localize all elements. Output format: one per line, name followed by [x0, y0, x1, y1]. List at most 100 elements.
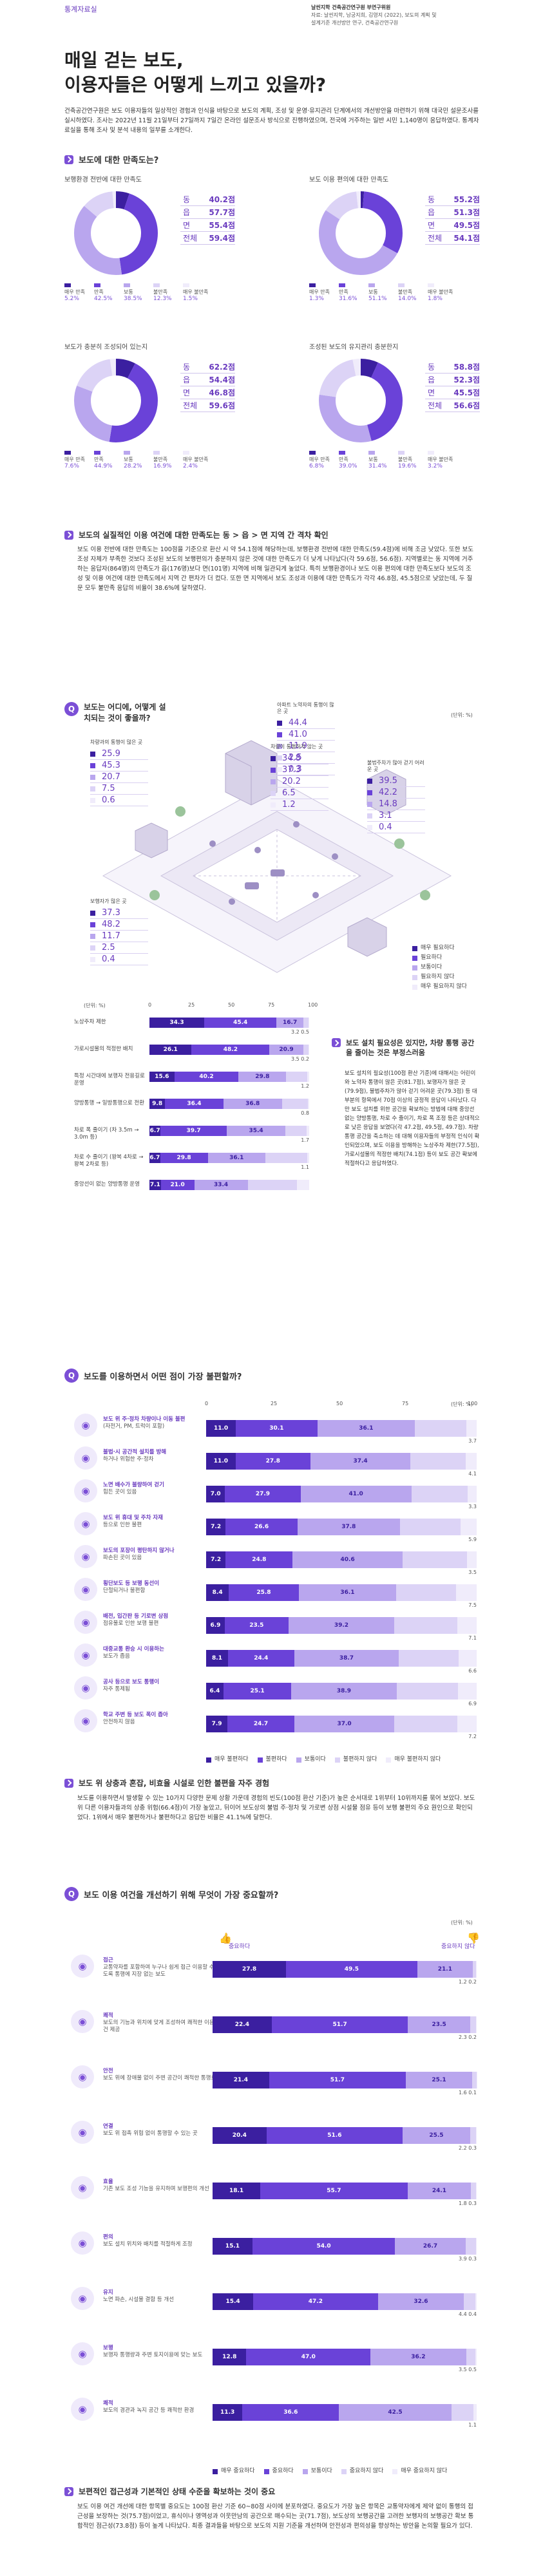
bar-segment [399, 1519, 461, 1535]
bar-segment [475, 2183, 477, 2199]
bar-segment: 29.8 [160, 1153, 208, 1163]
legend-swatch [206, 1757, 211, 1763]
bar-segment: 26.7 [395, 2238, 466, 2255]
legend-label: 만족 [94, 289, 104, 295]
stacked-bar: 9.8 36.4 36.8 [149, 1099, 309, 1109]
score-value: 59.6점 [209, 401, 235, 410]
bar-segment: 23.5 [408, 2016, 470, 2033]
legend-value: 31.4% [368, 463, 387, 469]
stacked-bar: 7.0 27.9 41.0 [206, 1486, 477, 1502]
legend-swatch [90, 762, 95, 768]
small-value: 1.1 [301, 1164, 309, 1170]
scene-value: 48.2 [102, 920, 120, 929]
legend-label: 필요하지 않다 [421, 974, 455, 980]
scene-value-row: 11.9 [277, 741, 335, 752]
legend-swatch [412, 974, 417, 980]
row-label-main: 보도 위 주·정차 차량이나 이동 불편 [103, 1416, 186, 1423]
legend-item: 매우 불만족 2.4% [183, 451, 211, 469]
row-label: 효율 기존 보도 조성 기능을 유지하며 보행편의 개선 [103, 2179, 225, 2193]
scene-value: 34.8 [282, 753, 301, 763]
question-badge: Q [64, 702, 79, 716]
scene-value-row: 41.0 [277, 729, 335, 741]
legend-item: 불만족 19.6% [398, 451, 426, 469]
legend-value: 2.4% [183, 463, 198, 469]
score-row: 읍 51.3점 [425, 206, 480, 219]
row-label-sub: 교통약자를 포함하여 누구나 쉽게 접근 이용할 수 있도록 통행에 지장 없는… [103, 1964, 222, 1978]
legend-swatch [94, 283, 100, 287]
stacked-bar: 6.7 39.7 35.4 [149, 1126, 309, 1136]
scene-value: 11.7 [102, 931, 120, 941]
not-important-label: 중요하지 않다 [441, 1944, 475, 1950]
legend-label: 보통이다 [421, 964, 443, 971]
bar-segment: 25.1 [223, 1683, 292, 1700]
row-label: 안전 보도 위에 장애물 없이 주변 공간이 쾌적한 통행로 [103, 2068, 225, 2082]
legend-label: 필요하다 [421, 954, 443, 961]
legend-label: 만족 [339, 457, 348, 462]
legend-swatch [412, 965, 417, 971]
donut-slice [74, 191, 158, 275]
legend-swatch [277, 720, 282, 726]
scene-value: 0.4 [102, 954, 115, 964]
legend-item: 만족 39.0% [339, 451, 367, 469]
legend-value: 1.8% [428, 296, 443, 302]
region-label: 동 [428, 363, 435, 372]
stacked-bar: 15.6 40.2 29.8 [149, 1072, 309, 1082]
legend-label: 불만족 [398, 457, 413, 462]
row-label-main: 쾌적 [103, 2012, 113, 2019]
scene-value: 0.4 [379, 822, 392, 832]
bar-segment: 39.7 [160, 1126, 227, 1136]
donut-legend: 매우 만족 6.8% 만족 39.0% 보통 31.4% 불만족 19.6% 매우 불만족 3.2… [309, 451, 456, 469]
row-icon: ◉ [71, 2231, 94, 2255]
bar-segment [470, 2127, 476, 2144]
small-value: 1.2 [301, 1083, 309, 1089]
intro-paragraph: 건축공간연구원은 보도 이용자들의 일상적인 경험과 인식을 바탕으로 보도의 … [64, 108, 479, 134]
row-label-sub: (자전거, PM, 트럭이 포함) [103, 1423, 165, 1430]
row-label: 횡단보도 등 보행 동선이 단절되거나 불편함 [103, 1580, 219, 1595]
bar-segment: 51.7 [271, 2016, 408, 2033]
legend-value: 44.9% [94, 463, 113, 469]
legend-label: 보통 [368, 289, 378, 295]
legend-swatch [368, 283, 375, 287]
scene-label-title: 차량과의 통행이 많은 곳 [90, 739, 143, 745]
bar-segment: 35.4 [226, 1126, 286, 1136]
finding1-heading: 보도의 실질적인 이용 여건에 대한 만족도는 동 > 읍 > 면 지역 간 격… [64, 529, 329, 540]
stacked-bar: 12.8 47.0 36.2 [213, 2349, 477, 2365]
row-icon: ◉ [74, 1512, 97, 1535]
scene-value: 20.7 [102, 772, 120, 782]
legend-item: 보통이다 [296, 1755, 326, 1765]
legend-swatch [412, 955, 417, 961]
legend-swatch [263, 2468, 269, 2474]
bar-segment [415, 1420, 467, 1437]
legend-label: 중요하다 [272, 2468, 294, 2474]
stacked-bar: 34.3 45.4 16.7 [149, 1018, 309, 1028]
donut-slice [319, 191, 403, 275]
bar-segment [471, 2183, 476, 2199]
row-icon: ◉ [71, 2398, 94, 2421]
bar-segment: 36.1 [298, 1584, 397, 1601]
bar-segment: 6.9 [206, 1617, 225, 1634]
legend-swatch [64, 283, 71, 287]
small-value: 1.8 0.3 [459, 2201, 477, 2206]
donut-slice [319, 359, 403, 442]
bar-segment [396, 1584, 457, 1601]
score-value: 56.6점 [453, 401, 480, 410]
score-table: 동 40.2점 읍 57.7점 면 55.4점 전체 59.4점 [180, 193, 235, 245]
score-value: 62.2점 [209, 363, 235, 372]
title-line-1: 매일 걷는 보도, [64, 50, 184, 71]
bar-segment: 7.0 [206, 1486, 225, 1502]
q4-unit: (단위: %) [451, 1920, 473, 1926]
scene-value-row: 39.5 [367, 775, 425, 787]
bar-segment: 25.5 [403, 2127, 470, 2144]
donut-legend: 매우 만족 7.6% 만족 44.9% 보통 28.2% 불만족 16.9% 매우 불만족 2.4… [64, 451, 211, 469]
row-label: 쾌적 보도의 경관과 녹지 공간 등 쾌적한 환경 [103, 2400, 225, 2414]
legend-swatch [213, 2468, 218, 2474]
score-value: 54.4점 [209, 375, 235, 384]
bar-segment [306, 1126, 309, 1136]
bar-segment: 34.3 [149, 1018, 204, 1028]
scene-value: 37.3 [102, 908, 120, 918]
scene-value: 14.8 [379, 799, 397, 809]
legend-swatch [367, 790, 372, 795]
scene-label-c: 차량이 통행하지 않는 곳 34.8 37.3 20.2 6.5 1.2 [271, 744, 329, 811]
row-label-main: 보도 위 휴대 및 주차 자재 [103, 1515, 163, 1521]
bar-segment: 11.0 [206, 1420, 236, 1437]
